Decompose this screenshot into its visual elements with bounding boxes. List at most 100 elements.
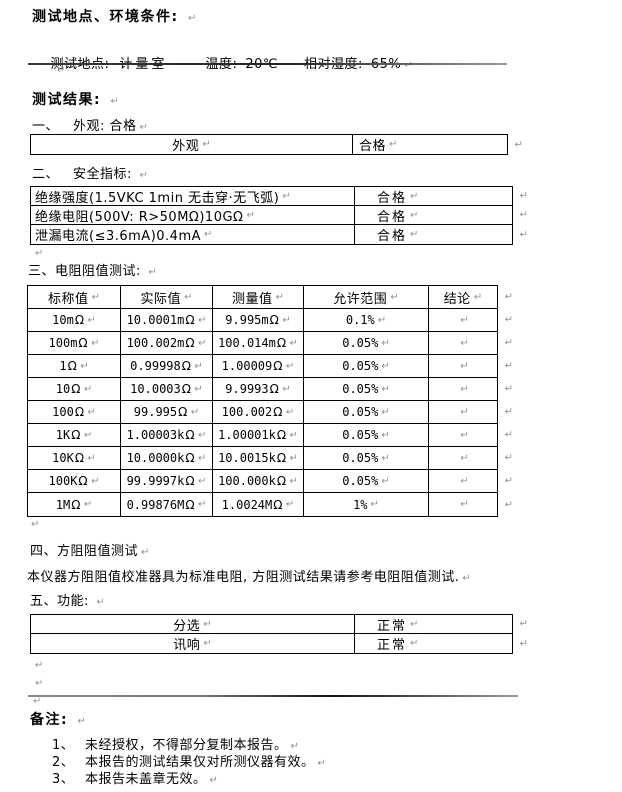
paragraph-mark: ↵ — [289, 337, 298, 349]
measured-value: 10.0015k — [218, 451, 276, 465]
actual-cell: 0.99998 Ω ↵ — [121, 355, 213, 377]
resistance-row: 100m Ω ↵ 100.002m Ω ↵ 100.014m Ω ↵ 0.05% ↵ ↵ ↵ — [28, 332, 513, 355]
remark-item: 2、 本报告的测试结果仅对所测仪器有效。 ↵ — [52, 751, 326, 770]
safety-table: 绝缘强度(1.5VKC 1min 无击穿·无飞弧) ↵ 合格 ↵ ↵ 绝缘电阻(50… — [30, 186, 528, 245]
remark-text: 本报告的测试结果仅对所测仪器有效。 — [85, 755, 315, 770]
measured-value: 1.0024M — [221, 497, 273, 512]
safety-result-cell: 合格 ↵ — [355, 187, 512, 206]
paragraph-mark: ↵ — [31, 519, 40, 530]
safety-result: 合格 — [377, 209, 408, 225]
conclusion-cell: ↵ — [429, 309, 497, 331]
paragraph-mark: ↵ — [462, 573, 471, 584]
measured-cell: 100.002 Ω ↵ — [213, 401, 304, 423]
tolerance-value: 0.05% — [342, 336, 379, 350]
nominal-value: 10m — [52, 313, 74, 327]
paragraph-mark: ↵ — [290, 741, 299, 752]
header-label: 结论 — [443, 291, 471, 307]
measured-value: 9.9993 — [225, 382, 269, 396]
measured-cell: 100.000k Ω ↵ — [213, 470, 304, 492]
nominal-cell: 10K Ω ↵ — [28, 447, 121, 469]
nominal-cell: 10 Ω ↵ — [28, 378, 121, 400]
paragraph-mark: ↵ — [198, 475, 207, 487]
tolerance-cell: 0.05% ↵ — [304, 401, 429, 423]
appearance-result-cell: 合格 ↵ — [353, 135, 507, 154]
paragraph-mark: ↵ — [35, 248, 44, 259]
paragraph-mark: ↵ — [404, 60, 413, 71]
paragraph-mark: ↵ — [390, 291, 399, 303]
actual-value: 0.99998 — [130, 359, 181, 373]
remarks-title-text: 备注: — [30, 712, 75, 728]
paragraph-mark: ↵ — [91, 475, 100, 487]
safety-item-cell: 绝缘强度(1.5VKC 1min 无击穿·无飞弧) ↵ — [31, 187, 355, 206]
paragraph-mark: ↵ — [148, 267, 157, 278]
ohm-unit: Ω — [74, 313, 85, 327]
paragraph-mark: ↵ — [91, 291, 100, 303]
paragraph-mark: ↵ — [460, 406, 469, 418]
paragraph-mark: ↵ — [410, 209, 419, 221]
section-2-safety: 二、 安全指标: ↵ — [32, 163, 148, 182]
measured-cell: 100.014m Ω ↵ — [213, 332, 304, 354]
paragraph-mark: ↵ — [519, 618, 528, 630]
paragraph-mark: ↵ — [370, 499, 379, 510]
conclusion-cell: ↵ — [429, 470, 497, 492]
remark-text: 本报告未盖章无效。 — [85, 772, 207, 787]
conclusion-cell: ↵ — [429, 401, 497, 423]
ohm-unit: Ω — [78, 336, 89, 350]
paragraph-mark: ↵ — [460, 429, 469, 441]
paragraph-mark: ↵ — [194, 383, 203, 395]
tolerance-value: 0.05% — [342, 405, 379, 419]
nominal-cell: 10m Ω ↵ — [28, 309, 121, 331]
resistance-header-row: 标称值 ↵ 实际值 ↵ 测量值 ↵ 允许范围 ↵ 结论 ↵ ↵ — [28, 286, 513, 309]
ohm-unit: Ω — [71, 382, 81, 396]
paragraph-mark: ↵ — [141, 547, 150, 558]
actual-cell: 100.002m Ω ↵ — [121, 332, 213, 354]
ohm-unit: Ω — [276, 336, 287, 350]
paragraph-mark: ↵ — [190, 406, 200, 418]
ohm-unit: Ω — [67, 359, 78, 373]
tolerance-cell: 0.05% ↵ — [304, 447, 429, 469]
safety-table-row: 泄漏电流(≤3.6mA)0.4mA ↵ 合格 ↵ ↵ — [31, 225, 528, 244]
header-conclusion: 结论 ↵ — [429, 286, 497, 308]
tolerance-cell: 0.05% ↵ — [304, 332, 429, 354]
paragraph-mark: ↵ — [96, 597, 105, 608]
paragraph-mark: ↵ — [381, 429, 390, 441]
safety-result-cell: 合格 ↵ — [355, 225, 512, 244]
paragraph-mark: ↵ — [83, 429, 93, 441]
function-item-cell: 讯响 ↵ — [31, 634, 355, 653]
header-nominal: 标称值 ↵ — [28, 286, 121, 308]
paragraph-mark: ↵ — [504, 383, 513, 395]
section-5-text: 功能: — [57, 594, 94, 609]
paragraph-mark: ↵ — [381, 337, 390, 349]
function-item: 讯响 — [173, 638, 201, 653]
safety-table-row: 绝缘电阻(500V: R>50MΩ)10GΩ ↵ 合格 ↵ ↵ — [31, 206, 528, 225]
paragraph-mark: ↵ — [187, 13, 197, 24]
section-3-text: 电阻阻值测试: — [55, 264, 146, 279]
appearance-item-cell: 外观 ↵ — [31, 135, 353, 154]
actual-cell: 0.99876M Ω ↵ — [121, 493, 213, 516]
section-4-number: 四、 — [30, 544, 58, 559]
measured-value: 1.00001k — [218, 428, 276, 442]
ohm-unit: Ω — [276, 451, 287, 465]
safety-item: 绝缘电阻(500V: R>50MΩ)10GΩ — [35, 209, 244, 225]
nominal-value: 100 — [52, 405, 74, 419]
paragraph-mark: ↵ — [381, 475, 390, 487]
ohm-unit: Ω — [273, 405, 283, 419]
actual-value: 10.0001m — [126, 313, 185, 327]
paragraph-mark: ↵ — [282, 190, 291, 202]
paragraph-mark: ↵ — [519, 209, 528, 221]
section-3-number: 三、 — [28, 264, 56, 279]
function-table-row: 分选 ↵ 正常 ↵ ↵ — [31, 615, 528, 634]
resistance-table: 标称值 ↵ 实际值 ↵ 测量值 ↵ 允许范围 ↵ 结论 ↵ ↵ 10m Ω ↵ 10.0001… — [27, 285, 513, 517]
paragraph-mark: ↵ — [410, 229, 419, 240]
function-result-cell: 正常 ↵ — [355, 615, 512, 634]
remark-number: 1、 — [52, 738, 75, 753]
header-tolerance: 允许范围 ↵ — [304, 286, 429, 308]
ohm-unit: Ω — [185, 313, 196, 327]
measured-value: 1.00009 — [221, 359, 273, 373]
paragraph-mark: ↵ — [139, 170, 148, 181]
ohm-unit: Ω — [185, 428, 196, 442]
paragraph-mark: ↵ — [381, 452, 390, 464]
actual-value: 0.99876M — [126, 497, 185, 512]
resistance-row: 100K Ω ↵ 99.9997k Ω ↵ 100.000k Ω ↵ 0.05% ↵ ↵ ↵ — [28, 470, 513, 493]
